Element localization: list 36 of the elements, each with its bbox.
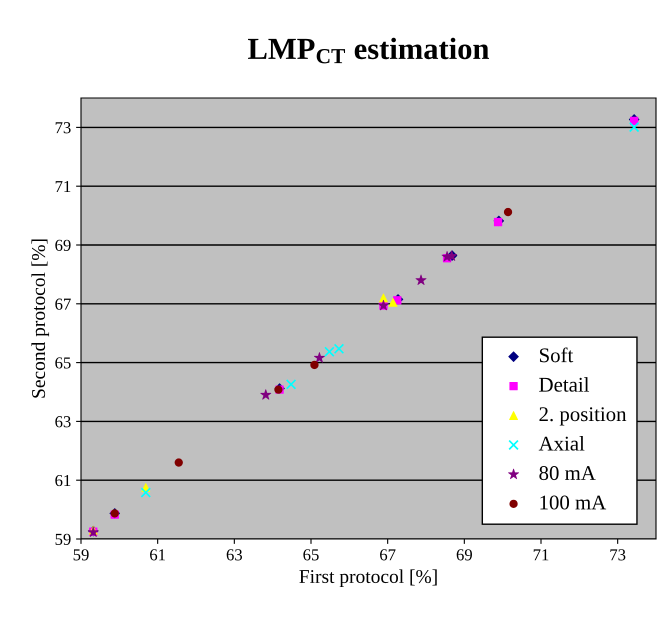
x-tick-label: 69: [456, 549, 472, 560]
legend-label: 80 mA: [539, 466, 596, 480]
legend-label: Detail: [539, 377, 590, 392]
point: [286, 379, 296, 390]
x-tick-label: 59: [74, 549, 89, 560]
point: [378, 293, 388, 302]
point: [140, 487, 152, 498]
legend-label: Axial: [538, 436, 584, 451]
y-axis-title: Second protocol [%]: [31, 239, 50, 398]
point: [388, 298, 398, 307]
y-tick-label: 59: [56, 534, 71, 545]
point: [260, 389, 272, 400]
y-tick-label: 73: [56, 122, 71, 134]
y-tick-label: 63: [55, 416, 71, 428]
point: [310, 360, 319, 370]
x-tick-label: 73: [610, 549, 626, 560]
legend-label: Soft: [540, 347, 574, 362]
x-tick-label: 63: [226, 549, 242, 560]
point: [174, 458, 183, 467]
x-axis-title: First protocol [%]: [299, 569, 437, 588]
legend-label: 100 mA: [540, 495, 606, 510]
point: [314, 352, 325, 363]
point: [628, 122, 640, 132]
point: [504, 208, 512, 216]
chart-title: LMP$_{CT}$ estimation: [248, 38, 490, 64]
x-tick-label: 65: [303, 549, 319, 560]
y-tick-label: 61: [55, 474, 70, 486]
y-tick-label: 71: [56, 180, 70, 192]
point: [416, 274, 426, 285]
x-tick-label: 61: [150, 549, 165, 560]
y-tick-label: 65: [55, 357, 71, 369]
y-tick-label: 67: [55, 298, 71, 310]
y-tick-label: 69: [55, 240, 71, 251]
x-tick-label: 67: [380, 549, 396, 560]
x-tick-label: 71: [534, 549, 548, 560]
legend-label: 2. position: [539, 407, 626, 426]
